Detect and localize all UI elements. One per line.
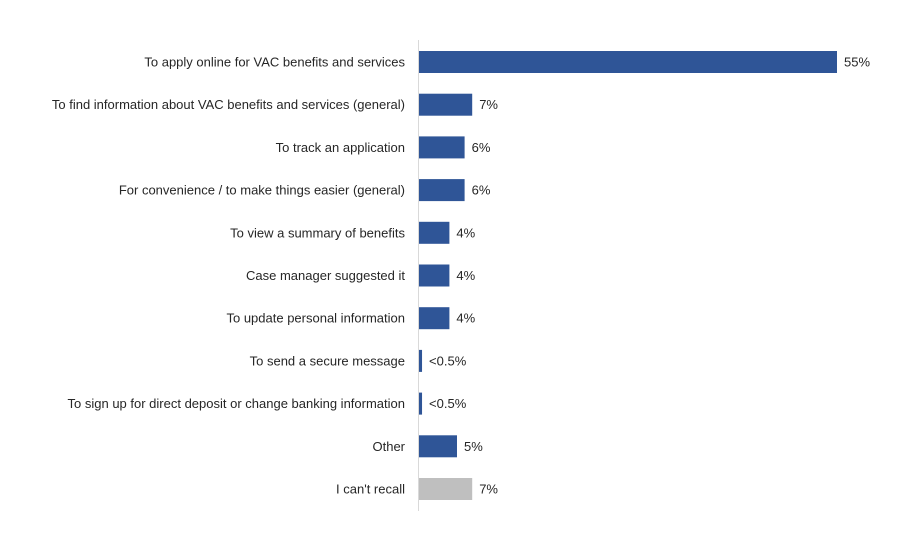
category-label: Case manager suggested it [246, 268, 405, 283]
data-label: 7% [479, 97, 498, 112]
category-label: To find information about VAC benefits a… [52, 97, 405, 112]
category-label: To apply online for VAC benefits and ser… [144, 55, 405, 70]
data-label: 4% [456, 225, 475, 240]
category-label: I can't recall [336, 482, 405, 497]
category-label: To send a secure message [250, 353, 405, 368]
data-label: 5% [464, 439, 483, 454]
category-label: Other [372, 439, 405, 454]
data-label: 55% [844, 55, 870, 70]
bar [419, 264, 450, 287]
bar [419, 392, 423, 415]
category-label: To sign up for direct deposit or change … [68, 396, 405, 411]
bar [419, 307, 450, 330]
category-label: To track an application [276, 140, 405, 155]
bar [419, 349, 423, 372]
category-label: To update personal information [226, 311, 405, 326]
data-label: 6% [472, 140, 491, 155]
bar [419, 221, 450, 244]
category-label: For convenience / to make things easier … [119, 183, 405, 198]
bar [419, 435, 457, 458]
bar [419, 136, 465, 159]
bar [419, 478, 473, 500]
bar [419, 93, 473, 116]
data-label: <0.5% [429, 396, 467, 411]
data-label: 4% [456, 311, 475, 326]
data-label: 6% [472, 183, 491, 198]
bars-group: To apply online for VAC benefits and ser… [52, 51, 870, 500]
data-label: 4% [456, 268, 475, 283]
data-label: <0.5% [429, 353, 467, 368]
category-label: To view a summary of benefits [230, 225, 405, 240]
bar [419, 51, 837, 73]
bar [419, 179, 465, 202]
data-label: 7% [479, 482, 498, 497]
